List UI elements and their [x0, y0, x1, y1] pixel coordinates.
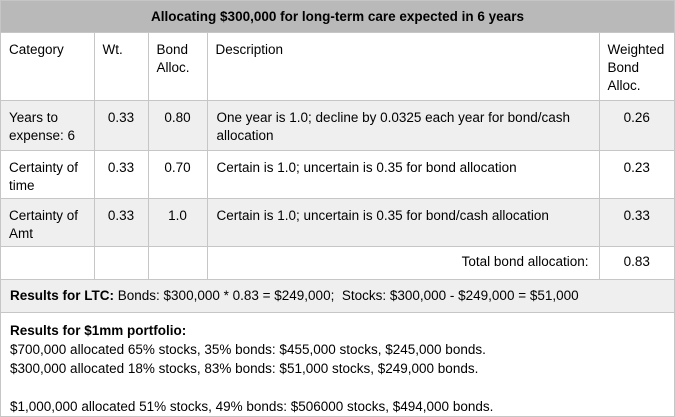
header-category: Category — [1, 33, 95, 101]
cell-wt: 0.33 — [94, 198, 149, 247]
empty-cell — [94, 246, 149, 280]
cell-weighted-bond-alloc: 0.23 — [599, 150, 674, 199]
results-ltc-row: Results for LTC: Bonds: $300,000 * 0.83 … — [1, 279, 674, 313]
cell-description: One year is 1.0; decline by 0.0325 each … — [207, 100, 600, 151]
header-row: Category Wt. Bond Alloc. Description Wei… — [1, 33, 674, 101]
cell-category: Years to expense: 6 — [1, 100, 95, 151]
empty-cell — [1, 246, 95, 280]
cell-wt: 0.33 — [94, 150, 149, 199]
table-title: Allocating $300,000 for long-term care e… — [1, 1, 674, 33]
cell-bond-alloc: 1.0 — [148, 198, 208, 247]
header-bond-alloc: Bond Alloc. — [148, 33, 208, 101]
results-portfolio-heading: Results for $1mm portfolio: — [10, 322, 187, 338]
cell-weighted-bond-alloc: 0.26 — [599, 100, 674, 151]
total-label: Total bond allocation: — [207, 246, 600, 280]
header-description: Description — [207, 33, 600, 101]
empty-cell — [148, 246, 208, 280]
results-portfolio-blank-line — [10, 378, 665, 397]
cell-weighted-bond-alloc: 0.33 — [599, 198, 674, 247]
results-portfolio-line: $1,000,000 allocated 51% stocks, 49% bon… — [10, 398, 494, 414]
results-portfolio-line: $300,000 allocated 18% stocks, 83% bonds… — [10, 360, 479, 376]
cell-description: Certain is 1.0; uncertain is 0.35 for bo… — [207, 198, 600, 247]
cell-bond-alloc: 0.80 — [148, 100, 208, 151]
header-weighted-bond-alloc: Weighted Bond Alloc. — [599, 33, 674, 101]
row-certainty-of-amt: Certainty of Amt 0.33 1.0 Certain is 1.0… — [1, 198, 674, 247]
results-ltc-label: Results for LTC: — [10, 288, 114, 303]
cell-category: Certainty of time — [1, 150, 95, 199]
row-years-to-expense: Years to expense: 6 0.33 0.80 One year i… — [1, 100, 674, 151]
total-value: 0.83 — [599, 246, 674, 280]
cell-bond-alloc: 0.70 — [148, 150, 208, 199]
results-ltc-text: Bonds: $300,000 * 0.83 = $249,000; Stock… — [114, 288, 579, 303]
results-portfolio-block: Results for $1mm portfolio: $700,000 all… — [1, 313, 674, 416]
results-portfolio-line: $700,000 allocated 65% stocks, 35% bonds… — [10, 341, 486, 357]
row-certainty-of-time: Certainty of time 0.33 0.70 Certain is 1… — [1, 150, 674, 199]
cell-description: Certain is 1.0; uncertain is 0.35 for bo… — [207, 150, 600, 199]
header-wt: Wt. — [94, 33, 149, 101]
cell-category: Certainty of Amt — [1, 198, 95, 247]
allocation-table: Category Wt. Bond Alloc. Description Wei… — [1, 33, 674, 280]
cell-wt: 0.33 — [94, 100, 149, 151]
total-row: Total bond allocation: 0.83 — [1, 246, 674, 280]
